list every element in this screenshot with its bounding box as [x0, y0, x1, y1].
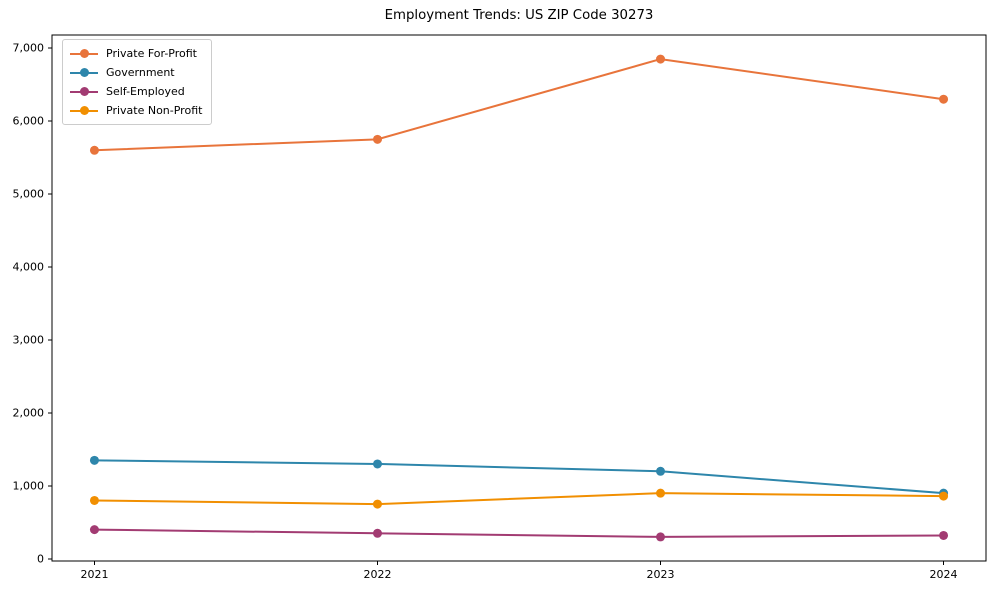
y-tick-label: 3,000: [13, 333, 45, 346]
data-point-government: [372, 459, 382, 469]
x-tick-label: 2021: [80, 568, 108, 581]
data-point-self-employed: [939, 530, 949, 540]
y-tick-label: 2,000: [13, 406, 45, 419]
legend-label: Private For-Profit: [106, 47, 197, 60]
x-tick-label: 2024: [930, 568, 958, 581]
data-point-private-non-profit: [89, 495, 99, 505]
y-tick-label: 5,000: [13, 188, 45, 201]
legend-item: Private For-Profit: [70, 44, 202, 63]
y-tick-label: 4,000: [13, 260, 45, 273]
data-point-private-non-profit: [372, 499, 382, 509]
axes-frame: [51, 34, 987, 562]
data-point-private-for-profit: [656, 54, 666, 64]
y-tick-label: 1,000: [13, 479, 45, 492]
x-tick-label: 2022: [363, 568, 391, 581]
legend-marker-icon: [70, 106, 98, 116]
data-point-private-for-profit: [372, 134, 382, 144]
legend-label: Government: [106, 66, 175, 79]
data-point-government: [89, 455, 99, 465]
legend-label: Self-Employed: [106, 85, 185, 98]
legend-item: Private Non-Profit: [70, 101, 202, 120]
series-line-private-non-profit: [93, 492, 945, 506]
y-tick-label: 7,000: [13, 42, 45, 55]
data-point-private-for-profit: [939, 94, 949, 104]
data-point-private-non-profit: [656, 488, 666, 498]
y-tick-label: 0: [37, 552, 44, 565]
series-line-government: [93, 459, 945, 495]
chart-title: Employment Trends: US ZIP Code 30273: [384, 8, 654, 23]
data-point-private-non-profit: [939, 491, 949, 501]
series-line-self-employed: [93, 528, 945, 538]
series-line-private-for-profit: [93, 58, 945, 152]
legend: Private For-Profit Government Self-Employe…: [62, 39, 213, 125]
legend-label: Private Non-Profit: [106, 104, 203, 117]
legend-marker-icon: [70, 49, 98, 59]
data-point-self-employed: [372, 528, 382, 538]
data-point-self-employed: [89, 525, 99, 535]
data-point-self-employed: [656, 532, 666, 542]
x-tick-label: 2023: [647, 568, 675, 581]
legend-marker-icon: [70, 87, 98, 97]
data-point-private-for-profit: [89, 145, 99, 155]
legend-item: Government: [70, 63, 202, 82]
legend-marker-icon: [70, 68, 98, 78]
data-point-government: [656, 466, 666, 476]
y-tick-label: 6,000: [13, 115, 45, 128]
legend-item: Self-Employed: [70, 82, 202, 101]
